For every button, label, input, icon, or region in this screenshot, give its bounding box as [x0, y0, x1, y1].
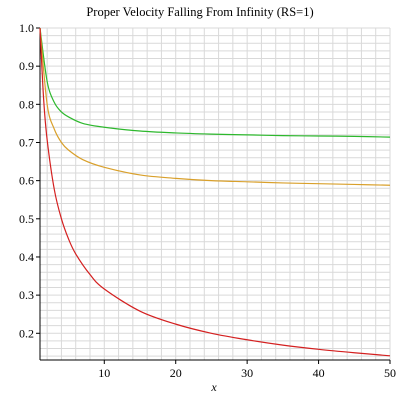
y-tick-label: 0.4	[19, 250, 34, 264]
x-tick-label: 10	[98, 366, 110, 380]
chart-title: Proper Velocity Falling From Infinity (R…	[86, 5, 313, 19]
series-line-orange	[39, 27, 391, 186]
y-tick-label: 0.6	[19, 174, 34, 188]
x-tick-label: 50	[384, 366, 396, 380]
grid	[40, 27, 391, 360]
series-line-green	[39, 27, 391, 138]
y-tick-label: 0.5	[19, 212, 34, 226]
x-tick-label: 20	[170, 366, 182, 380]
series-line-red	[39, 27, 391, 357]
y-tick-label: 0.8	[19, 97, 34, 111]
series-lines	[39, 27, 391, 357]
x-axis-label: x	[210, 380, 217, 394]
y-tick-label: 0.9	[19, 59, 34, 73]
y-tick-label: 1.0	[19, 21, 34, 35]
y-tick-label: 0.2	[19, 326, 34, 340]
y-tick-label: 0.7	[19, 135, 34, 149]
y-tick-label: 0.3	[19, 288, 34, 302]
axes	[39, 28, 390, 361]
x-tick-label: 30	[241, 366, 253, 380]
tick-labels: 10 20 30 40 50 0.2 0.3 0.4 0.5 0.6 0.7 0.8 0.9 1.0	[19, 21, 396, 380]
x-tick-label: 40	[313, 366, 325, 380]
